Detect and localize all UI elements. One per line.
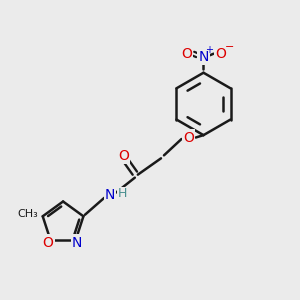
Text: H: H	[118, 187, 127, 200]
Text: O: O	[183, 130, 194, 145]
Text: O: O	[118, 149, 129, 163]
Text: +: +	[206, 45, 213, 56]
Text: N: N	[105, 188, 116, 203]
Text: N: N	[72, 236, 82, 250]
Text: −: −	[225, 42, 234, 52]
Text: N: N	[198, 50, 209, 64]
Text: O: O	[181, 47, 192, 61]
Text: O: O	[43, 236, 54, 250]
Text: O: O	[215, 47, 226, 61]
Text: CH₃: CH₃	[17, 209, 38, 219]
